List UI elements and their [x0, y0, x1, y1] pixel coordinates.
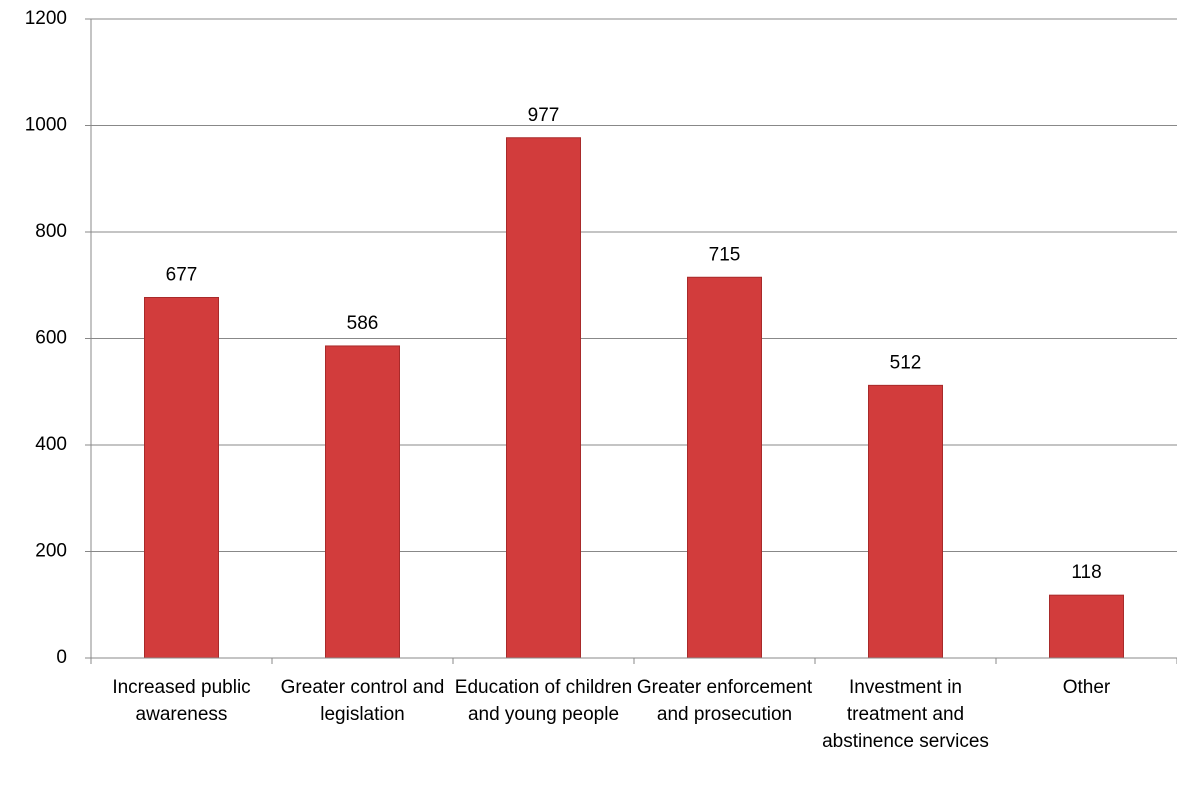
value-label: 977 — [528, 105, 560, 126]
x-tick-label: Investment in treatment and abstinence s… — [822, 677, 989, 752]
y-tick-label: 200 — [35, 541, 67, 562]
y-tick-label: 1000 — [25, 115, 67, 136]
bar — [868, 384, 943, 659]
y-tick-label: 600 — [35, 328, 67, 349]
y-tick-label: 800 — [35, 221, 67, 242]
bar — [144, 296, 219, 659]
value-label: 118 — [1071, 562, 1101, 583]
x-tick-label: Greater control and legislation — [280, 677, 445, 725]
bar — [325, 345, 400, 659]
value-label: 512 — [890, 352, 922, 373]
value-label: 677 — [166, 265, 198, 286]
bar — [506, 137, 581, 659]
value-label: 715 — [709, 244, 741, 265]
x-tick-label: Greater enforcement and prosecution — [636, 677, 813, 725]
bar — [687, 276, 762, 659]
x-tick-label: Education of children and young people — [454, 677, 633, 725]
value-label: 586 — [347, 313, 379, 334]
bar — [1049, 594, 1124, 659]
y-tick-label: 0 — [56, 647, 67, 668]
y-tick-label: 400 — [35, 434, 67, 455]
y-tick-label: 1200 — [25, 8, 67, 29]
x-tick-label: Other — [1062, 677, 1111, 698]
x-tick-label: Increased public awareness — [112, 677, 251, 725]
